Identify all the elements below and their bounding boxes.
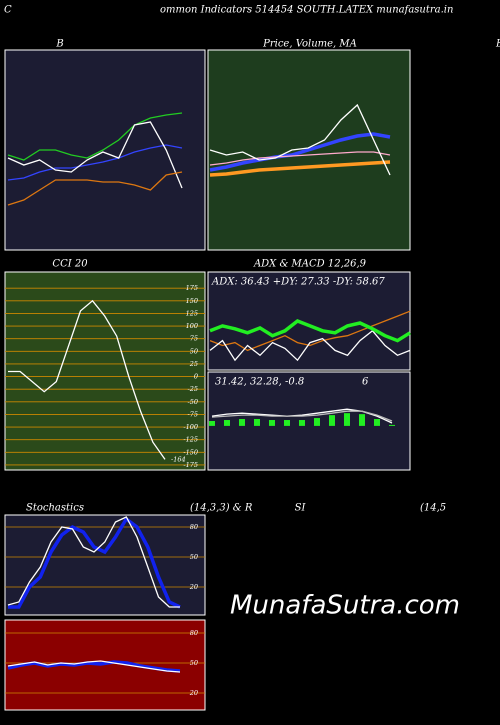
histogram-bar [359, 414, 365, 426]
series-line [209, 151, 391, 166]
y-tick-label: 80 [190, 629, 198, 637]
series-line [7, 516, 180, 608]
histogram-bar [389, 424, 395, 426]
panel [4, 271, 206, 471]
y-tick-label: -125 [183, 436, 198, 444]
y-tick-label: 20 [189, 689, 198, 697]
y-tick-label: 80 [190, 523, 198, 531]
y-tick-label: -100 [183, 423, 198, 431]
series-line [209, 329, 411, 362]
series-line [7, 660, 181, 673]
series-line [209, 160, 391, 177]
header-right: B [495, 39, 500, 50]
panel-subtitle: (14,3,3) & R [190, 503, 253, 514]
series-line [7, 144, 183, 181]
histogram-bar [374, 419, 380, 426]
y-tick-label: -50 [188, 398, 198, 406]
watermark: MunafaSutra.com [230, 591, 460, 621]
y-tick-label: 50 [190, 553, 198, 561]
series-line [209, 319, 411, 343]
panel [207, 271, 411, 371]
annotation: 31.42, 32.28, -0.8 [215, 377, 304, 388]
histogram-bar [299, 420, 305, 426]
y-tick-label: 0 [194, 373, 198, 381]
series-line [209, 132, 391, 172]
panel-title: ADX & MACD 12,26,9 [253, 259, 367, 270]
histogram-bar [209, 421, 215, 426]
y-tick-label: -150 [183, 448, 198, 456]
series-line [209, 310, 411, 352]
histogram-bar [344, 413, 350, 426]
series-line [7, 121, 183, 189]
y-tick-label: 150 [186, 297, 198, 305]
y-tick-label: 25 [189, 360, 198, 368]
annotation: 6 [362, 377, 369, 388]
panel-title: CCI 20 [52, 259, 88, 270]
y-tick-label: 50 [190, 659, 198, 667]
y-tick-label: -175 [183, 461, 198, 469]
histogram-bar [269, 420, 275, 426]
panel [4, 514, 206, 616]
y-tick-label: 75 [190, 335, 198, 343]
panel-title: Price, Volume, MA [262, 39, 357, 50]
header-left: C [4, 5, 12, 16]
histogram-bar [224, 420, 230, 426]
y-tick-label: -75 [188, 410, 198, 418]
panel-subtitle: (14,5 [420, 503, 446, 514]
histogram-bar [239, 419, 245, 426]
series-line [7, 171, 183, 206]
panel-title: B [55, 39, 63, 50]
panel-title: Stochastics [26, 503, 84, 514]
header-title: ommon Indicators 514454 SOUTH.LATEX muna… [160, 5, 453, 16]
y-tick-label: 50 [190, 347, 198, 355]
panel-title: SI [295, 503, 307, 514]
annotation: ADX: 36.43 +DY: 27.33 -DY: 58.67 [211, 277, 385, 288]
series-line [8, 516, 181, 609]
panel [4, 49, 206, 251]
histogram-bar [329, 415, 335, 426]
y-tick-label: -25 [188, 385, 198, 393]
series-line [8, 299, 166, 460]
series-line [7, 660, 181, 673]
histogram-bar [254, 419, 260, 426]
series-line [209, 103, 391, 176]
series-line [211, 410, 393, 422]
y-tick-label: 20 [189, 583, 198, 591]
series-line [7, 112, 183, 161]
histogram-bar [314, 418, 320, 426]
histogram-bar [284, 420, 290, 426]
value-label: -164 [171, 455, 186, 463]
y-tick-label: 125 [186, 309, 198, 317]
y-tick-label: 175 [186, 284, 198, 292]
y-tick-label: 100 [186, 322, 198, 330]
